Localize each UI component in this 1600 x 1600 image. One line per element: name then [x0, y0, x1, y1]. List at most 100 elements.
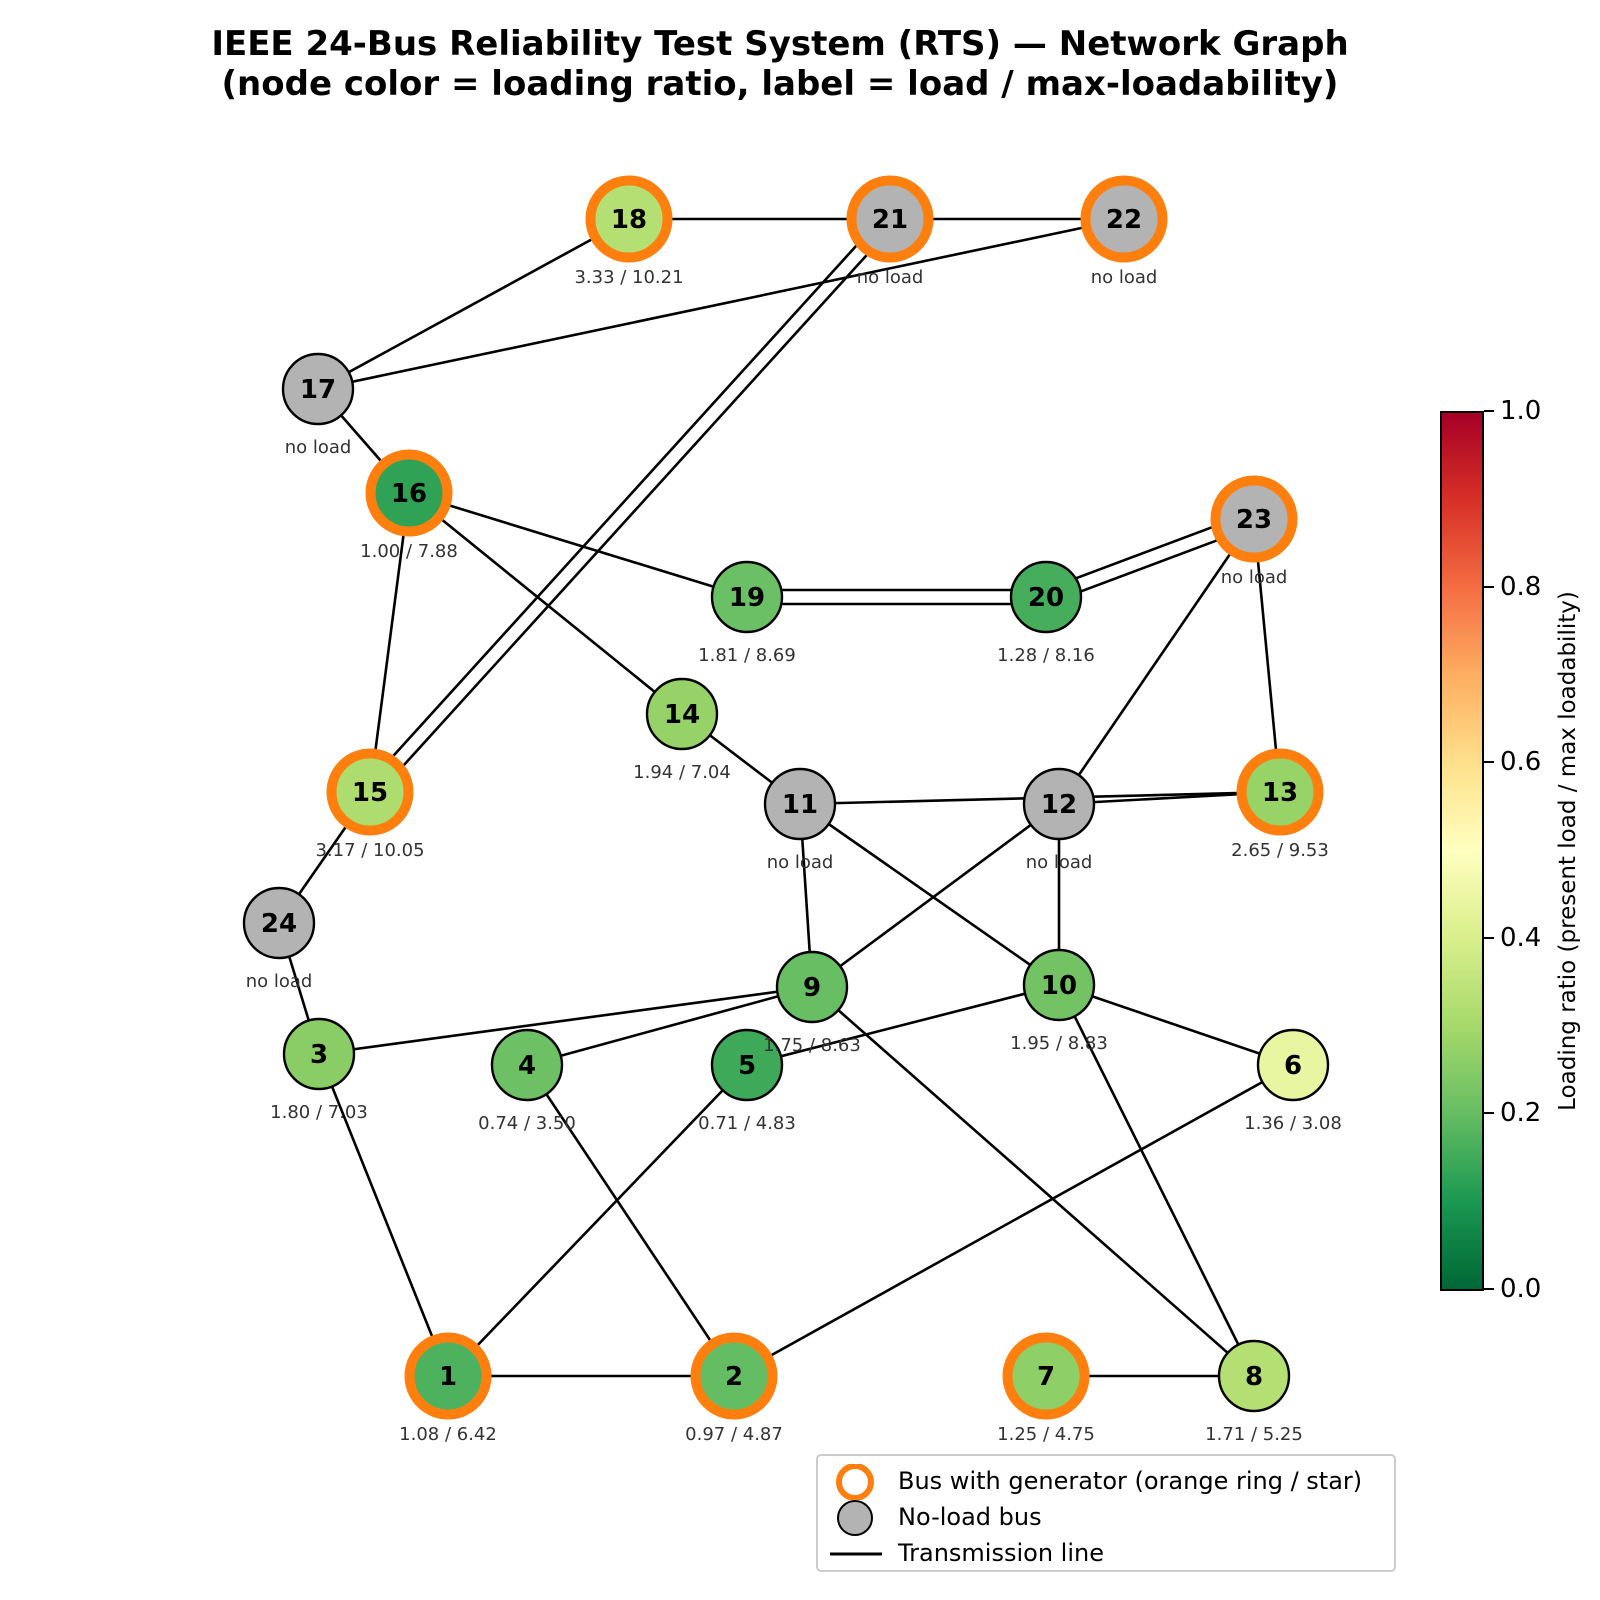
- bus-load-label: no load: [1091, 267, 1158, 288]
- bus-load-label: 1.81 / 8.69: [698, 645, 796, 666]
- bus-load-label: 1.00 / 7.88: [360, 541, 458, 562]
- legend-generator-label: Bus with generator (orange ring / star): [898, 1467, 1363, 1495]
- colorbar-tick-label: 0.6: [1500, 747, 1542, 778]
- generator-ring: [846, 175, 934, 263]
- bus-node: [710, 1028, 784, 1102]
- bus-load-label: 0.74 / 3.50: [478, 1113, 576, 1134]
- line-6-10: [1058, 983, 1294, 1067]
- bus-number: 20: [1028, 583, 1064, 613]
- line-1-3: [317, 1053, 450, 1377]
- bus-node: [1217, 1339, 1291, 1413]
- bus-load-label: 1.08 / 6.42: [399, 1424, 497, 1445]
- colorbar-tick-mark: [1484, 1112, 1494, 1115]
- line-13-23: [1252, 518, 1282, 793]
- line-16-19: [408, 491, 748, 599]
- colorbar-label: Loading ratio (present load / max loadab…: [1555, 591, 1581, 1111]
- bus-20: 20 1.28 / 8.16: [997, 560, 1095, 666]
- bus-13: 13 2.65 / 9.53: [1231, 748, 1329, 861]
- line-2-6: [733, 1063, 1294, 1378]
- bus-17: 17 no load: [281, 352, 355, 458]
- bus-node: [411, 1339, 485, 1413]
- bus-node: [1217, 482, 1291, 556]
- bus-number: 2: [725, 1362, 743, 1392]
- colorbar-tick-mark: [1484, 936, 1494, 939]
- legend-item-no-load: No-load bus: [818, 1500, 1394, 1536]
- generator-ring: [585, 175, 673, 263]
- generator-ring: [1210, 475, 1298, 563]
- bus-number: 9: [803, 973, 821, 1003]
- bus-load-label: no load: [767, 852, 834, 873]
- bus-node: [1087, 182, 1161, 256]
- bus-number: 3: [310, 1040, 328, 1070]
- bus-number: 15: [352, 778, 388, 808]
- line-17-22: [317, 217, 1125, 391]
- bus-node: [1022, 767, 1096, 841]
- bus-21: 21 no load: [846, 175, 934, 288]
- bus-load-label: 0.97 / 4.87: [685, 1424, 783, 1445]
- generator-ring: [1236, 748, 1324, 836]
- colorbar-tick-label: 0.0: [1500, 1274, 1542, 1304]
- legend-line-label: Transmission line: [898, 1539, 1104, 1567]
- line-3-9: [318, 985, 813, 1056]
- bus-number: 18: [611, 205, 647, 235]
- bus-number: 14: [664, 700, 700, 730]
- bus-node: [490, 1028, 564, 1102]
- bus-1: 1 1.08 / 6.42: [399, 1332, 497, 1445]
- bus-number: 1: [439, 1362, 457, 1392]
- bus-node: [333, 755, 407, 829]
- bus-22: 22 no load: [1080, 175, 1168, 288]
- title-line-1: IEEE 24-Bus Reliability Test System (RTS…: [211, 24, 1349, 64]
- bus-load-label: 3.17 / 10.05: [315, 840, 424, 861]
- bus-number: 19: [729, 583, 765, 613]
- bus-3: 3 1.80 / 7.03: [270, 1017, 368, 1123]
- bus-node: [710, 560, 784, 634]
- bus-4: 4 0.74 / 3.50: [478, 1028, 576, 1134]
- bus-node: [1022, 948, 1096, 1022]
- bus-load-label: no load: [285, 437, 352, 458]
- bus-node: [592, 182, 666, 256]
- generator-ring: [365, 449, 453, 537]
- colorbar-tick-mark: [1484, 585, 1494, 588]
- generator-ring-icon: [836, 1464, 874, 1500]
- colorbar-tick-label: 0.2: [1500, 1098, 1542, 1129]
- bus-load-label: 1.80 / 7.03: [270, 1102, 368, 1123]
- colorbar-tick-label: 0.4: [1500, 922, 1542, 953]
- bus-node: [282, 1017, 356, 1091]
- bus-node: [372, 456, 446, 530]
- line-12-23: [1057, 518, 1256, 805]
- line-2-4: [525, 1064, 736, 1377]
- generator-ring: [404, 1332, 492, 1420]
- bus-node: [775, 950, 849, 1024]
- bus-6: 6 1.36 / 3.08: [1244, 1028, 1342, 1134]
- bus-load-label: no load: [1221, 567, 1288, 588]
- bus-number: 10: [1041, 971, 1077, 1001]
- bus-24: 24 no load: [242, 886, 316, 992]
- line-15-21: [374, 222, 897, 798]
- bus-8: 8 1.71 / 5.25: [1205, 1339, 1303, 1445]
- bus-14: 14 1.94 / 7.04: [633, 677, 731, 783]
- no-load-bus-icon: [837, 1500, 873, 1536]
- bus-number: 23: [1236, 505, 1272, 535]
- line-1-5: [447, 1064, 748, 1377]
- bus-number: 4: [518, 1051, 536, 1081]
- chart-title: IEEE 24-Bus Reliability Test System (RTS…: [0, 24, 1560, 104]
- bus-16: 16 1.00 / 7.88: [360, 449, 458, 562]
- colorbar-tick-label: 1.0: [1500, 396, 1542, 426]
- bus-23: 23 no load: [1210, 475, 1298, 588]
- title-line-2: (node color = loading ratio, label = loa…: [221, 64, 1339, 104]
- bus-number: 21: [872, 205, 908, 235]
- bus-node: [281, 352, 355, 426]
- colorbar: [1440, 411, 1484, 1291]
- bus-5: 5 0.71 / 4.83: [698, 1028, 796, 1134]
- line-9-12: [811, 802, 1060, 989]
- bus-load-label: 1.75 / 8.63: [763, 1035, 861, 1056]
- colorbar-tick-label: 0.8: [1500, 571, 1542, 602]
- bus-load-label: no load: [246, 971, 313, 992]
- bus-load-label: 1.94 / 7.04: [633, 762, 731, 783]
- bus-number: 24: [261, 909, 297, 939]
- bus-node: [763, 767, 837, 841]
- line-15-21: [363, 213, 886, 789]
- buses: 1 1.08 / 6.42 2 0.97 / 4.87 3 1.80 / 7.03 4 0.7…: [242, 175, 1342, 1445]
- bus-node: [242, 886, 316, 960]
